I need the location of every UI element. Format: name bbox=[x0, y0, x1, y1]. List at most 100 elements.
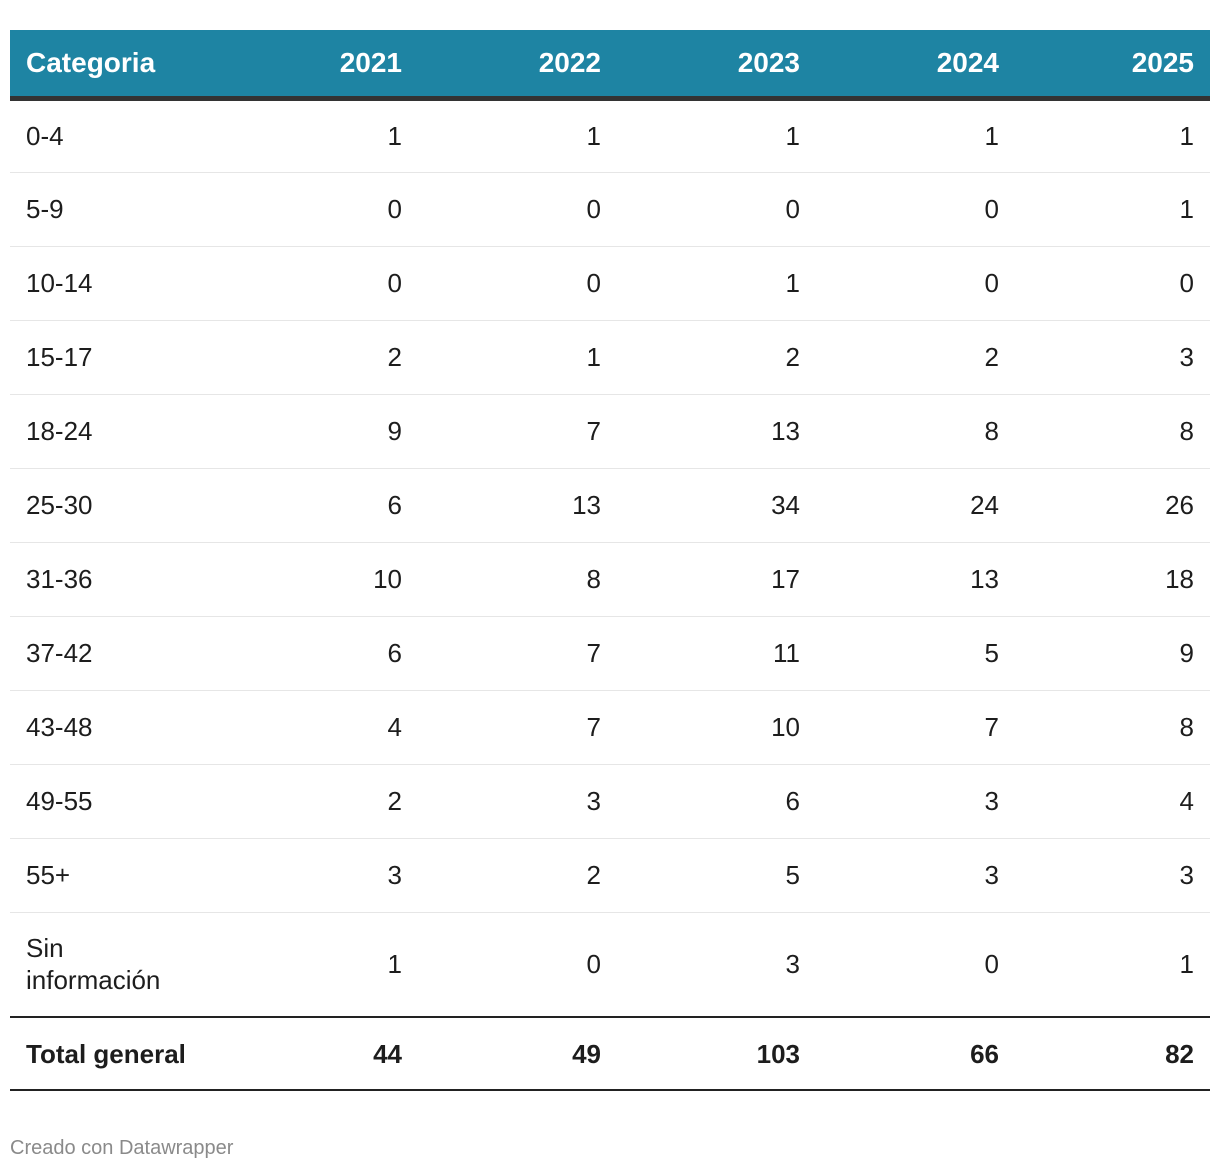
value-cell: 8 bbox=[586, 564, 601, 594]
value-cell: 1 bbox=[1179, 121, 1194, 151]
total-label-cell: Total general bbox=[26, 1038, 186, 1069]
value-cell: 9 bbox=[1179, 638, 1194, 668]
value-cell: 7 bbox=[586, 712, 601, 742]
row-category-cell: 49-55 bbox=[26, 786, 93, 816]
header-row: Categoria 2021 2022 2023 2024 2025 bbox=[10, 30, 1210, 101]
value-cell: 1 bbox=[1179, 194, 1194, 224]
table-row: 49-55 2 3 6 3 4 bbox=[10, 764, 1210, 838]
row-category-cell: 0-4 bbox=[26, 121, 64, 151]
value-cell: 10 bbox=[771, 712, 800, 742]
value-cell: 0 bbox=[1179, 268, 1194, 298]
row-category-cell: 10-14 bbox=[26, 268, 93, 298]
value-cell: 2 bbox=[387, 786, 402, 816]
table-row: 15-17 2 1 2 2 3 bbox=[10, 320, 1210, 394]
value-cell: 8 bbox=[984, 416, 999, 446]
value-cell: 11 bbox=[773, 638, 800, 668]
value-cell: 13 bbox=[771, 416, 800, 446]
value-cell: 7 bbox=[586, 416, 601, 446]
row-category-cell: 31-36 bbox=[26, 564, 93, 594]
row-category-cell: 55+ bbox=[26, 860, 71, 890]
value-cell: 8 bbox=[1179, 416, 1194, 446]
table-row: 31-36 10 8 17 13 18 bbox=[10, 542, 1210, 616]
table-row: 43-48 4 7 10 7 8 bbox=[10, 690, 1210, 764]
value-cell: 3 bbox=[1179, 860, 1194, 890]
value-cell: 1 bbox=[785, 268, 800, 298]
value-cell: 13 bbox=[572, 490, 601, 520]
value-cell: 2 bbox=[785, 342, 800, 372]
value-cell: 0 bbox=[984, 268, 999, 298]
value-cell: 13 bbox=[970, 564, 999, 594]
total-value-cell: 44 bbox=[373, 1038, 402, 1069]
column-header-categoria[interactable]: Categoria bbox=[10, 30, 220, 101]
value-cell: 4 bbox=[387, 712, 402, 742]
value-cell: 5 bbox=[984, 638, 999, 668]
column-header-2023[interactable]: 2023 bbox=[617, 30, 816, 101]
table-row: 5-9 0 0 0 0 1 bbox=[10, 172, 1210, 246]
value-cell: 7 bbox=[984, 712, 999, 742]
data-table-container: Categoria 2021 2022 2023 2024 2025 0-4 1… bbox=[10, 30, 1210, 1091]
value-cell: 3 bbox=[984, 860, 999, 890]
value-cell: 8 bbox=[1179, 712, 1194, 742]
row-category-cell: Sin información bbox=[26, 933, 161, 996]
table-row: Sin información 1 0 3 0 1 bbox=[10, 912, 1210, 1017]
table-row: 25-30 6 13 34 24 26 bbox=[10, 468, 1210, 542]
value-cell: 3 bbox=[785, 949, 800, 980]
table-row: 37-42 6 7 11 5 9 bbox=[10, 616, 1210, 690]
value-cell: 0 bbox=[387, 268, 402, 298]
total-value-cell: 103 bbox=[756, 1038, 800, 1069]
value-cell: 1 bbox=[785, 121, 800, 151]
row-category-cell: 18-24 bbox=[26, 416, 93, 446]
value-cell: 6 bbox=[387, 490, 402, 520]
table-row: 0-4 1 1 1 1 1 bbox=[10, 98, 1210, 172]
table-body: 0-4 1 1 1 1 1 5-9 0 0 0 0 1 10-14 0 0 1 … bbox=[10, 98, 1210, 1090]
value-cell: 1 bbox=[387, 121, 402, 151]
value-cell: 0 bbox=[586, 194, 601, 224]
row-category-cell: 43-48 bbox=[26, 712, 93, 742]
value-cell: 9 bbox=[387, 416, 402, 446]
value-cell: 1 bbox=[1179, 949, 1194, 980]
data-table: Categoria 2021 2022 2023 2024 2025 0-4 1… bbox=[10, 30, 1210, 1091]
table-row: 55+ 3 2 5 3 3 bbox=[10, 838, 1210, 912]
datawrapper-credit[interactable]: Creado con Datawrapper bbox=[10, 1137, 234, 1159]
value-cell: 18 bbox=[1165, 564, 1194, 594]
total-value-cell: 49 bbox=[572, 1038, 601, 1069]
value-cell: 34 bbox=[771, 490, 800, 520]
value-cell: 1 bbox=[984, 121, 999, 151]
value-cell: 2 bbox=[984, 342, 999, 372]
value-cell: 0 bbox=[586, 949, 601, 980]
value-cell: 0 bbox=[984, 949, 999, 980]
table-row: 18-24 9 7 13 8 8 bbox=[10, 394, 1210, 468]
value-cell: 3 bbox=[387, 860, 402, 890]
value-cell: 3 bbox=[984, 786, 999, 816]
value-cell: 0 bbox=[586, 268, 601, 298]
value-cell: 0 bbox=[387, 194, 402, 224]
column-header-2022[interactable]: 2022 bbox=[418, 30, 617, 101]
value-cell: 5 bbox=[785, 860, 800, 890]
row-category-cell: 25-30 bbox=[26, 490, 93, 520]
total-value-cell: 82 bbox=[1165, 1038, 1194, 1069]
column-header-2024[interactable]: 2024 bbox=[816, 30, 1015, 101]
value-cell: 6 bbox=[387, 638, 402, 668]
value-cell: 1 bbox=[586, 121, 601, 151]
value-cell: 6 bbox=[785, 786, 800, 816]
value-cell: 4 bbox=[1179, 786, 1194, 816]
value-cell: 1 bbox=[387, 949, 402, 980]
value-cell: 2 bbox=[387, 342, 402, 372]
value-cell: 17 bbox=[771, 564, 800, 594]
row-category-cell: 15-17 bbox=[26, 342, 93, 372]
total-row: Total general 44 49 103 66 82 bbox=[10, 1017, 1210, 1090]
column-header-2025[interactable]: 2025 bbox=[1015, 30, 1210, 101]
value-cell: 7 bbox=[586, 638, 601, 668]
row-category-cell: 5-9 bbox=[26, 194, 64, 224]
table-row: 10-14 0 0 1 0 0 bbox=[10, 246, 1210, 320]
value-cell: 0 bbox=[984, 194, 999, 224]
column-header-2021[interactable]: 2021 bbox=[220, 30, 418, 101]
value-cell: 10 bbox=[373, 564, 402, 594]
value-cell: 3 bbox=[1179, 342, 1194, 372]
table-header: Categoria 2021 2022 2023 2024 2025 bbox=[10, 30, 1210, 101]
value-cell: 3 bbox=[586, 786, 601, 816]
total-value-cell: 66 bbox=[970, 1038, 999, 1069]
row-category-cell: 37-42 bbox=[26, 638, 93, 668]
value-cell: 26 bbox=[1165, 490, 1194, 520]
value-cell: 1 bbox=[586, 342, 601, 372]
